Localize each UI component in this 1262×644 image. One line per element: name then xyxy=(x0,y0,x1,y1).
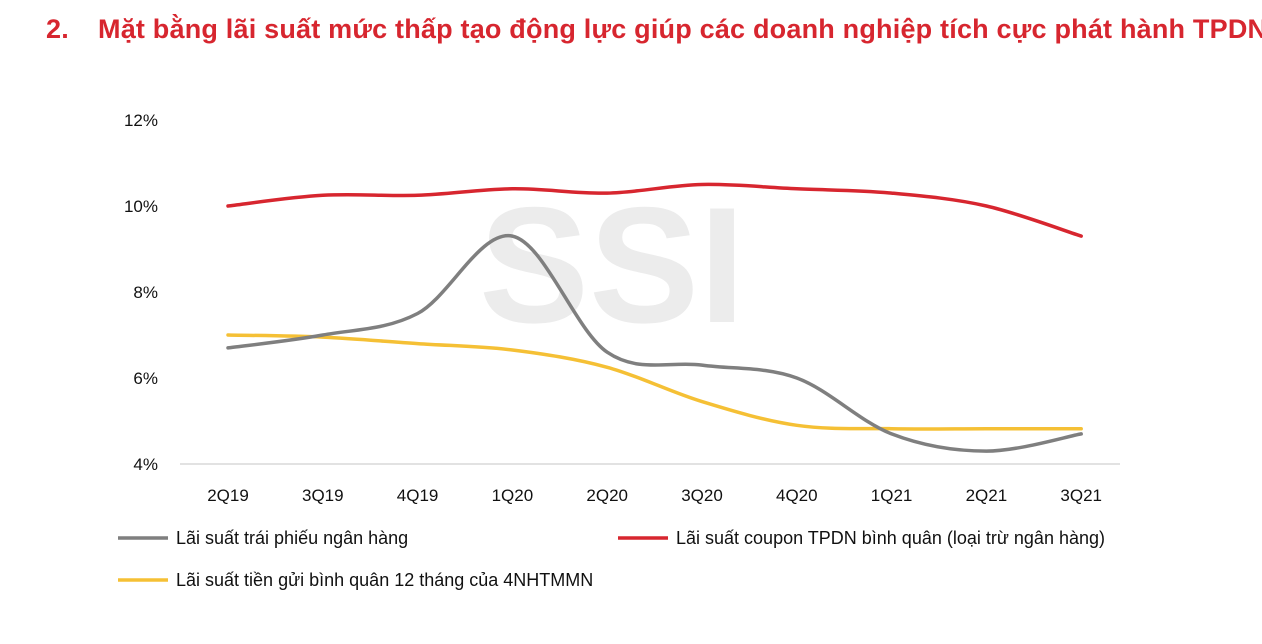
x-tick-label: 3Q20 xyxy=(681,486,723,505)
axis-labels: 4% 6% 8% 10% 12% 2Q19 3Q19 4Q19 1Q20 2Q20 3Q20 4Q20… xyxy=(124,111,1102,505)
legend-label: Lãi suất coupon TPDN bình quân (loại trừ… xyxy=(676,528,1105,548)
series-line xyxy=(226,333,1083,431)
x-tick-label: 2Q20 xyxy=(586,486,628,505)
watermark-text: SSI xyxy=(479,173,745,357)
y-tick-label: 6% xyxy=(133,369,158,388)
series-lines xyxy=(226,182,1083,453)
heading-number: 2. xyxy=(46,14,69,44)
x-tick-label: 2Q21 xyxy=(966,486,1008,505)
x-tick-label: 2Q19 xyxy=(207,486,249,505)
page-heading: 2. Mặt bằng lãi suất mức thấp tạo động lự… xyxy=(46,14,1262,45)
x-tick-label: 4Q20 xyxy=(776,486,818,505)
y-tick-label: 12% xyxy=(124,111,158,130)
legend-label: Lãi suất tiền gửi bình quân 12 tháng của… xyxy=(176,570,593,590)
x-tick-label: 1Q21 xyxy=(871,486,913,505)
y-tick-label: 10% xyxy=(124,197,158,216)
legend: Lãi suất trái phiếu ngân hàng Lãi suất co… xyxy=(118,528,1105,590)
x-tick-label: 1Q20 xyxy=(492,486,534,505)
x-tick-label: 3Q21 xyxy=(1060,486,1102,505)
y-tick-label: 4% xyxy=(133,455,158,474)
legend-label: Lãi suất trái phiếu ngân hàng xyxy=(176,528,408,548)
series-line xyxy=(226,182,1083,238)
heading-text: Mặt bằng lãi suất mức thấp tạo động lực … xyxy=(98,14,1262,44)
x-tick-label: 3Q19 xyxy=(302,486,344,505)
x-tick-label: 4Q19 xyxy=(397,486,439,505)
series-line xyxy=(226,234,1083,453)
y-tick-label: 8% xyxy=(133,283,158,302)
